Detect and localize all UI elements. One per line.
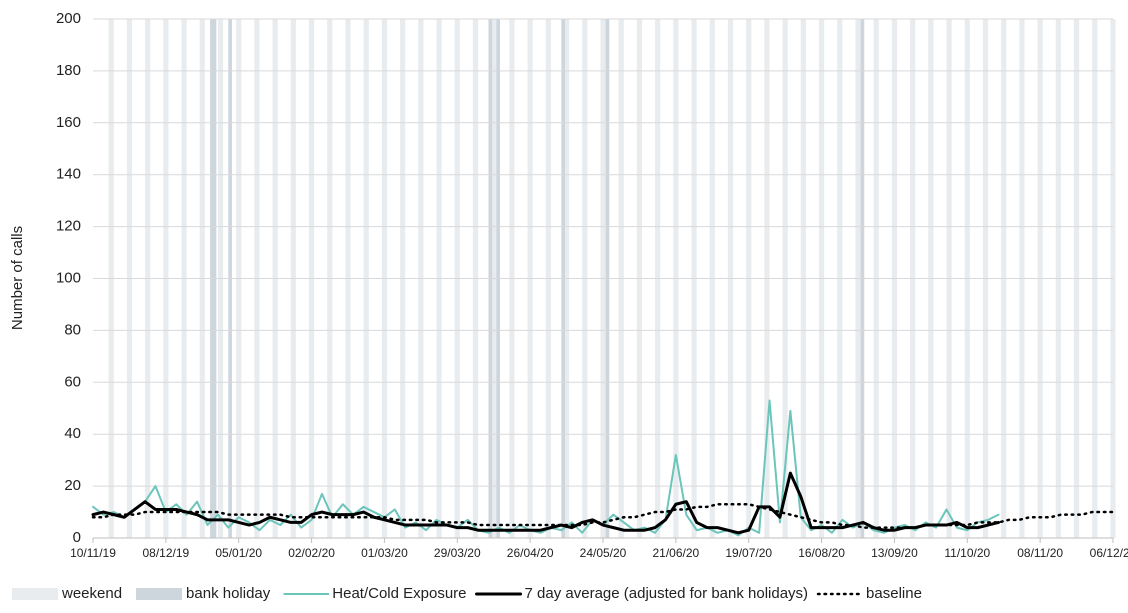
y-tick-label: 60 (64, 373, 81, 390)
legend-label: weekend (61, 585, 122, 602)
x-tick-label: 13/09/20 (871, 546, 918, 560)
x-tick-label: 16/08/20 (798, 546, 845, 560)
x-tick-label: 08/12/19 (142, 546, 189, 560)
y-tick-label: 80 (64, 321, 81, 338)
y-axis-label: Number of calls (9, 226, 26, 330)
y-tick-label: 100 (56, 269, 81, 286)
x-tick-label: 06/12/20 (1090, 546, 1128, 560)
x-tick-label: 05/01/20 (215, 546, 262, 560)
legend-label: 7 day average (adjusted for bank holiday… (525, 585, 809, 602)
x-tick-label: 10/11/19 (70, 546, 116, 560)
legend-label: Heat/Cold Exposure (332, 585, 466, 602)
x-tick-label: 21/06/20 (652, 546, 699, 560)
y-tick-label: 120 (56, 218, 81, 235)
legend-label: baseline (866, 585, 922, 602)
x-tick-label: 24/05/20 (580, 546, 627, 560)
legend-swatch (136, 588, 183, 600)
y-tick-label: 20 (64, 477, 81, 494)
x-tick-label: 02/02/20 (288, 546, 335, 560)
y-tick-label: 200 (56, 10, 81, 27)
legend-label: bank holiday (186, 585, 271, 602)
y-tick-label: 160 (56, 114, 81, 131)
series-line (91, 503, 1115, 529)
y-tick-label: 40 (64, 425, 81, 442)
x-tick-label: 19/07/20 (725, 546, 772, 560)
y-tick-label: 140 (56, 166, 81, 183)
x-tick-label: 08/11/20 (1017, 546, 1063, 560)
series-line (91, 471, 1001, 535)
x-tick-label: 11/10/20 (944, 546, 990, 560)
x-tick-label: 29/03/20 (434, 546, 481, 560)
y-tick-label: 0 (73, 529, 81, 546)
x-tick-label: 01/03/20 (361, 546, 408, 560)
y-tick-label: 180 (56, 62, 81, 79)
x-tick-label: 26/04/20 (507, 546, 554, 560)
legend-swatch (12, 588, 58, 600)
